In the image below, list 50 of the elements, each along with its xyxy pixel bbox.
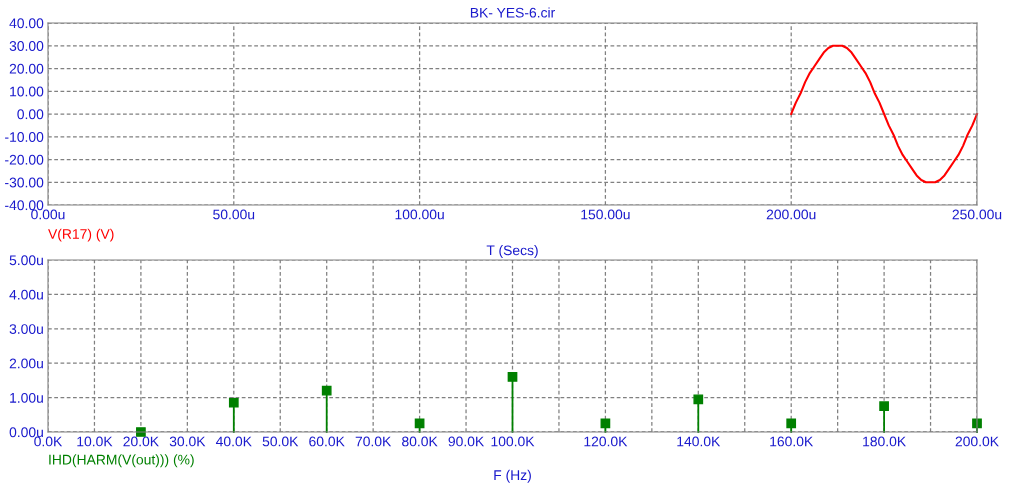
x-tick-label: 120.0K xyxy=(584,436,628,447)
x-tick-label: 50.0K xyxy=(262,436,299,447)
x-tick-label: 250.00u xyxy=(952,209,1002,220)
x-tick-label: 30.0K xyxy=(169,436,206,447)
point xyxy=(321,385,332,396)
text: IHD(HARM(V(out))) (%) xyxy=(49,454,194,468)
point xyxy=(879,401,889,412)
x-tick-label: 100.0K xyxy=(491,436,535,447)
x-tick-label: 10.0K xyxy=(77,436,113,447)
x-tick-label: 80.0K xyxy=(402,436,438,447)
y-tick-label: 1.00u xyxy=(10,392,43,403)
y-tick-label: 0.00u xyxy=(9,427,43,438)
point xyxy=(786,418,797,429)
x-tick-label: 180.0K xyxy=(863,436,906,447)
x-tick-label: 100.00u xyxy=(395,209,444,220)
x-tick-label: 150.00u xyxy=(581,209,630,220)
y-tick-label: 40.00 xyxy=(9,18,44,29)
x-tick-label: 0.0K xyxy=(34,436,63,447)
y-tick-label: 2.00u xyxy=(9,358,43,369)
y-tick-label: 4.00u xyxy=(9,289,43,300)
x-tick-label: 90.0K xyxy=(448,436,485,447)
y-tick-label: -10.00 xyxy=(5,132,44,142)
y-tick-label: 0.00 xyxy=(17,109,44,120)
point xyxy=(136,427,146,437)
x-tick-label: 40.0K xyxy=(215,436,252,447)
point xyxy=(507,372,518,382)
x-tick-label: 160.0K xyxy=(770,436,814,447)
y-tick-label: -40.00 xyxy=(5,200,44,211)
y-tick-label: -30.00 xyxy=(5,177,44,188)
y-tick-label: 3.00u xyxy=(9,324,43,334)
x-tick-label: 0.00u xyxy=(31,209,65,220)
x-tick-label: 20.0K xyxy=(123,436,159,447)
x-tick-label: 60.0K xyxy=(309,436,345,447)
x-tick-label: 70.0K xyxy=(355,436,392,447)
point xyxy=(228,397,239,408)
x-tick-label: 200.00u xyxy=(766,209,816,220)
x-tick-label: 140.0K xyxy=(677,436,721,447)
y-tick-label: 5.00u xyxy=(9,255,43,266)
point xyxy=(693,394,704,405)
x-axis-title: T (Secs) xyxy=(486,245,538,258)
y-tick-label: -20.00 xyxy=(5,154,44,165)
y-tick-label: 10.00 xyxy=(10,86,44,97)
y-tick-label: 30.00 xyxy=(9,41,44,51)
chart-title: BK- YES-6.cir xyxy=(470,7,555,18)
x-tick-label: 200.0K xyxy=(955,436,999,447)
line-series xyxy=(790,44,979,184)
x-tick-label: 50.00u xyxy=(213,209,255,220)
y-tick-label: 20.00 xyxy=(9,63,44,74)
text: V(R17) (V) xyxy=(48,228,114,242)
x-axis-title: F (Hz) xyxy=(494,469,531,483)
